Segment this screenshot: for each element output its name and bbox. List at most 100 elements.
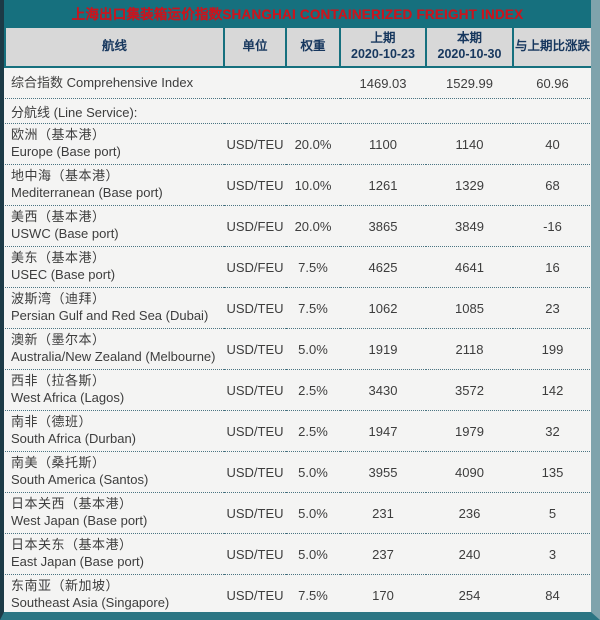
- prev-value-cell: 1261: [340, 164, 426, 206]
- weight-cell: 2.5%: [286, 410, 340, 452]
- curr-value-cell: 240: [426, 533, 513, 575]
- route-name-cn: 日本关东（基本港）: [11, 537, 133, 553]
- weight-cell: 5.0%: [286, 328, 340, 370]
- route-name-cell: 美西（基本港） USWC (Base port): [5, 205, 224, 247]
- curr-value-cell: 1085: [426, 287, 513, 329]
- change-value-cell: 13: [513, 616, 592, 620]
- route-name-cell: 欧洲（基本港） Europe (Base port): [5, 123, 224, 165]
- comprehensive-weight-cell: [286, 67, 340, 99]
- table-row: 美西（基本港） USWC (Base port) USD/FEU 20.0% 3865 3…: [5, 205, 591, 247]
- route-name-cn: 日本关西（基本港）: [11, 496, 133, 512]
- comprehensive-change-cell: 60.96: [536, 75, 569, 91]
- route-name-cn: 欧洲（基本港）: [11, 127, 106, 143]
- weight-cell: 5.0%: [286, 451, 340, 493]
- curr-value-cell: 146: [426, 616, 513, 620]
- line-service-section-label: 分航线 (Line Service):: [5, 98, 591, 124]
- comprehensive-name-cell: 综合指数 Comprehensive Index: [11, 74, 194, 90]
- weight-cell: 7.5%: [286, 574, 340, 612]
- col-header-route: 航线: [4, 26, 225, 68]
- prev-value-cell: 1100: [340, 123, 426, 165]
- weight-cell: 7.5%: [286, 287, 340, 329]
- route-name-cn: 南美（桑托斯）: [11, 455, 106, 471]
- prev-value-cell: 133: [340, 616, 426, 620]
- table-row: 地中海（基本港） Mediterranean (Base port) USD/TEU…: [5, 164, 591, 206]
- weight-cell: 20.0%: [286, 205, 340, 247]
- route-name-cn: 美东（基本港）: [11, 250, 106, 266]
- route-name-cell: 日本关西（基本港） West Japan (Base port): [5, 492, 224, 534]
- route-name-cell: 韩国（釜山）Korea (Pusan): [5, 616, 224, 620]
- change-value-cell: 32: [513, 410, 591, 452]
- route-name-cell: 西非（拉各斯） West Africa (Lagos): [5, 369, 224, 411]
- weight-cell: 10.0%: [286, 164, 340, 206]
- curr-value-cell: 254: [426, 574, 513, 612]
- curr-value-cell: 1329: [426, 164, 513, 206]
- change-value-cell: 16: [513, 246, 591, 288]
- route-name-en: East Japan (Base port): [11, 554, 144, 569]
- table-row: 日本关西（基本港） West Japan (Base port) USD/TEU 5.…: [5, 492, 591, 534]
- curr-period-date: 2020-10-30: [437, 47, 502, 61]
- table-row: 西非（拉各斯） West Africa (Lagos) USD/TEU 2.5% 343…: [5, 369, 591, 411]
- route-name-en: West Africa (Lagos): [11, 390, 125, 405]
- prev-period-label: 上期: [370, 31, 396, 46]
- comprehensive-prev-cell: 1469.03: [359, 75, 407, 91]
- change-value-cell: 199: [513, 328, 591, 370]
- table-row: 欧洲（基本港） Europe (Base port) USD/TEU 20.0% 110…: [5, 123, 591, 165]
- panel-title: 上海出口集装箱运价指数SHANGHAI CONTAINERIZED FREIGH…: [4, 0, 591, 26]
- curr-value-cell: 1979: [426, 410, 513, 452]
- col-header-unit: 单位: [223, 26, 287, 68]
- prev-value-cell: 3430: [340, 369, 426, 411]
- route-name-cell: 美东（基本港） USEC (Base port): [5, 246, 224, 288]
- route-name-cn: 东南亚（新加坡）: [11, 578, 120, 594]
- weight-cell: 20.0%: [286, 123, 340, 165]
- table-row: 南非（德班） South Africa (Durban) USD/TEU 2.5% 19…: [5, 410, 591, 452]
- weight-cell: 2.5%: [286, 369, 340, 411]
- unit-cell: USD/TEU: [224, 123, 286, 165]
- prev-value-cell: 4625: [340, 246, 426, 288]
- route-name-cn: 南非（德班）: [11, 414, 93, 430]
- comprehensive-curr-cell: 1529.99: [446, 75, 493, 91]
- curr-value-cell: 236: [426, 492, 513, 534]
- route-name-cell: 澳新（墨尔本） Australia/New Zealand (Melbourne): [5, 328, 224, 370]
- route-name-en: Southeast Asia (Singapore): [11, 595, 170, 610]
- unit-cell: USD/TEU: [224, 369, 286, 411]
- change-value-cell: 68: [513, 164, 591, 206]
- unit-cell: USD/TEU: [224, 328, 286, 370]
- table-body: 综合指数 Comprehensive Index 1469.03 1529.99…: [5, 67, 592, 620]
- unit-cell: USD/TEU: [224, 616, 286, 620]
- route-name-cn: 波斯湾（迪拜）: [11, 291, 106, 307]
- panel-title-text: 上海出口集装箱运价指数SHANGHAI CONTAINERIZED FREIGH…: [71, 7, 524, 22]
- comprehensive-index-row: 综合指数 Comprehensive Index 1469.03 1529.99…: [5, 67, 591, 99]
- route-name-en: USEC (Base port): [11, 267, 116, 282]
- change-value-cell: 23: [513, 287, 591, 329]
- change-value-cell: 84: [513, 574, 591, 612]
- prev-value-cell: 1947: [340, 410, 426, 452]
- weight-cell: 2.5%: [286, 616, 340, 620]
- col-header-change: 与上期比涨跌: [512, 26, 591, 68]
- route-name-en: West Japan (Base port): [11, 513, 148, 528]
- curr-value-cell: 2118: [426, 328, 513, 370]
- curr-value-cell: 3849: [426, 205, 513, 247]
- unit-cell: USD/TEU: [224, 492, 286, 534]
- change-value-cell: 142: [513, 369, 591, 411]
- prev-value-cell: 170: [340, 574, 426, 612]
- route-name-cell: 日本关东（基本港） East Japan (Base port): [5, 533, 224, 575]
- table-row: 美东（基本港） USEC (Base port) USD/FEU 7.5% 4625 46…: [5, 246, 591, 288]
- weight-cell: 7.5%: [286, 246, 340, 288]
- curr-value-cell: 1140: [426, 123, 513, 165]
- route-name-en: South Africa (Durban): [11, 431, 137, 446]
- route-name-en: Persian Gulf and Red Sea (Dubai): [11, 308, 209, 323]
- route-name-cell: 波斯湾（迪拜） Persian Gulf and Red Sea (Dubai): [5, 287, 224, 329]
- unit-cell: USD/TEU: [224, 574, 286, 612]
- route-name-en: Australia/New Zealand (Melbourne): [11, 349, 216, 364]
- route-name-cell: 南美（桑托斯） South America (Santos): [5, 451, 224, 493]
- route-name-cell: 地中海（基本港） Mediterranean (Base port): [5, 164, 224, 206]
- col-header-weight: 权重: [285, 26, 341, 68]
- change-value-cell: 135: [513, 451, 591, 493]
- table-row: 日本关东（基本港） East Japan (Base port) USD/TEU 5.…: [5, 533, 591, 575]
- prev-value-cell: 3865: [340, 205, 426, 247]
- route-name-cn: 地中海（基本港）: [11, 168, 120, 184]
- comprehensive-unit-cell: [224, 67, 286, 99]
- route-name-en: Europe (Base port): [11, 144, 121, 159]
- col-header-curr: 本期 2020-10-30: [425, 26, 514, 68]
